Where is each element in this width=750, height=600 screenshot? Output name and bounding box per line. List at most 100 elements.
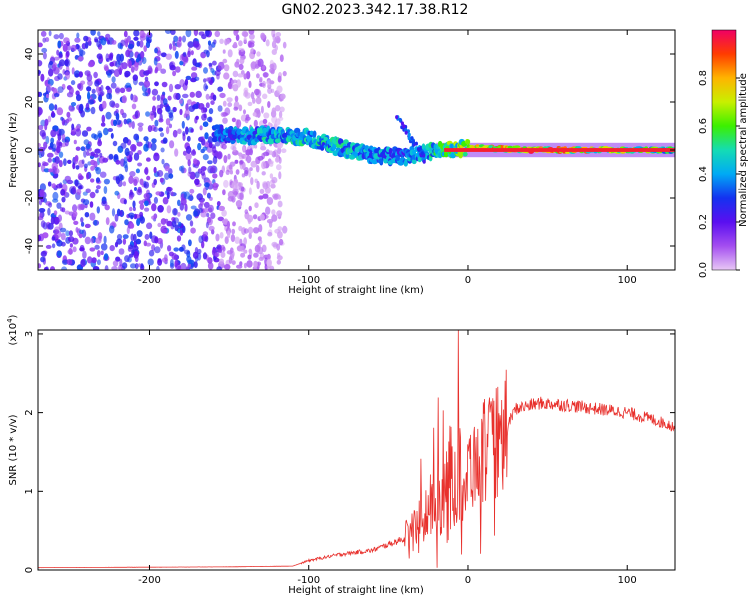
heatmap-noise-blob xyxy=(226,38,230,45)
heatmap-noise-blob xyxy=(271,49,277,55)
heatmap-noise-blob xyxy=(141,33,147,38)
heatmap-noise-blob xyxy=(119,210,123,216)
heatmap-noise-blob xyxy=(269,68,275,74)
heatmap-noise-blob xyxy=(156,170,164,177)
heatmap-noise-blob xyxy=(69,243,73,248)
heatmap-noise-blob xyxy=(255,89,262,98)
heatmap-noise-blob xyxy=(155,62,162,71)
heatmap-noise-blob xyxy=(100,84,104,92)
heatmap-noise-blob xyxy=(157,107,163,115)
heatmap-noise-blob xyxy=(226,97,233,103)
snr-y-multiplier: (x104) xyxy=(6,314,19,345)
heatmap-noise-blob xyxy=(128,175,134,184)
heatmap-noise-blob xyxy=(78,204,86,210)
colorbar-label: Normalized spectral amplitude xyxy=(738,73,749,227)
heatmap-noise-blob xyxy=(206,116,212,122)
heatmap-noise-blob xyxy=(246,155,252,164)
heatmap-noise-blob xyxy=(231,117,236,123)
heatmap-noise-blob xyxy=(116,53,121,62)
heatmap-noise-blob xyxy=(143,136,149,142)
heatmap-noise-blob xyxy=(206,212,210,218)
heatmap-noise-blob xyxy=(176,235,182,242)
heatmap-noise-blob xyxy=(271,107,277,114)
heatmap-noise-blob xyxy=(267,101,271,108)
heatmap-noise-blob xyxy=(252,97,256,104)
heatmap-noise-blob xyxy=(153,126,158,132)
heatmap-noise-blob xyxy=(90,30,96,36)
heatmap-noise-blob xyxy=(56,107,64,116)
heatmap-noise-blob xyxy=(77,83,82,90)
heatmap-noise-blob xyxy=(43,141,48,149)
heatmap-noise-blob xyxy=(197,142,202,151)
heatmap-noise-blob xyxy=(216,201,221,207)
heatmap-noise-blob xyxy=(82,199,90,206)
heatmap-noise-blob xyxy=(185,103,189,111)
heatmap-noise-blob xyxy=(144,76,149,82)
heatmap-noise-blob xyxy=(43,168,50,173)
heatmap-noise-blob xyxy=(67,159,72,164)
heatmap-noise-blob xyxy=(85,41,89,49)
heatmap-noise-blob xyxy=(53,66,60,75)
heatmap-noise-blob xyxy=(89,247,96,252)
heatmap-noise-blob xyxy=(76,94,82,102)
heatmap-noise-blob xyxy=(99,152,103,158)
heatmap-noise-blob xyxy=(136,141,143,147)
heatmap-signal-cell xyxy=(214,124,220,130)
heatmap-noise-blob xyxy=(227,102,233,108)
heatmap-noise-blob xyxy=(179,108,183,116)
snr-x-axis-label: Height of straight line (km) xyxy=(288,585,424,596)
heatmap-noise-blob xyxy=(219,169,224,178)
heatmap-noise-blob xyxy=(257,155,264,161)
heatmap-noise-blob xyxy=(276,259,281,265)
heatmap-noise-blob xyxy=(105,85,111,91)
heatmap-noise-blob xyxy=(97,130,102,139)
heatmap-noise-blob xyxy=(132,206,136,212)
heatmap-spur-cell xyxy=(404,130,408,135)
heatmap-noise-blob xyxy=(142,92,149,97)
heatmap-noise-blob xyxy=(152,96,157,101)
heatmap-noise-blob xyxy=(230,79,234,85)
heatmap-noise-blob xyxy=(38,142,41,148)
colorbar-ticks: 0.0 0.2 0.4 0.6 0.8 xyxy=(698,70,740,278)
heatmap-signal-cell xyxy=(417,156,422,163)
heatmap-noise-blob xyxy=(215,233,220,242)
heatmap-noise-blob xyxy=(182,35,186,43)
heatmap-noise-blob xyxy=(54,104,58,111)
heatmap-noise-blob xyxy=(230,234,236,243)
heatmap-noise-blob xyxy=(132,245,139,251)
heatmap-noise-blob xyxy=(201,113,207,121)
heatmap-noise-blob xyxy=(134,63,139,72)
heatmap-noise-blob xyxy=(111,40,117,45)
heatmap-noise-blob xyxy=(248,169,252,178)
heatmap-noise-blob xyxy=(137,186,142,193)
heatmap-noise-blob xyxy=(140,51,145,59)
heatmap-noise-blob xyxy=(257,236,262,242)
heatmap-noise-blob xyxy=(200,211,207,218)
heatmap-noise-blob xyxy=(224,236,229,245)
heatmap-noise-blob xyxy=(173,217,179,224)
heatmap-noise-blob xyxy=(200,201,204,206)
heatmap-noise-blob xyxy=(157,258,163,266)
heatmap-noise-blob xyxy=(71,123,75,131)
heatmap-noise-blob xyxy=(217,248,223,254)
heatmap-noise-blob xyxy=(126,226,130,235)
heatmap-noise-blob xyxy=(231,228,236,235)
heatmap-noise-blob xyxy=(165,53,172,60)
heatmap-noise-blob xyxy=(167,95,172,101)
heatmap-noise-blob xyxy=(120,174,125,181)
heatmap-noise-blob xyxy=(62,259,69,266)
heatmap-noise-blob xyxy=(245,149,251,156)
heatmap-noise-blob xyxy=(198,235,204,244)
heatmap-noise-blob xyxy=(111,266,118,270)
heatmap-spur-cell xyxy=(420,151,424,156)
heatmap-noise-blob xyxy=(150,142,157,151)
heatmap-noise-blob xyxy=(205,93,210,100)
heatmap-noise-blob xyxy=(70,102,77,107)
heatmap-noise-blob xyxy=(154,246,161,254)
heatmap-noise-blob xyxy=(262,193,269,199)
heatmap-noise-blob xyxy=(51,243,56,249)
y-tick-label: 20 xyxy=(24,96,35,109)
heatmap-noise-blob xyxy=(256,180,260,190)
heatmap-noise-blob xyxy=(241,173,246,178)
heatmap-noise-blob xyxy=(96,40,102,48)
